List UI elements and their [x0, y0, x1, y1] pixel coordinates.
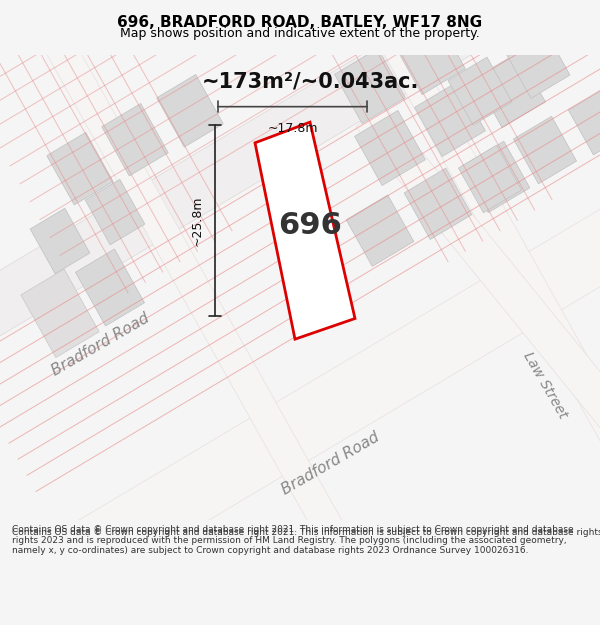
- Text: ~17.8m: ~17.8m: [267, 122, 318, 135]
- Polygon shape: [568, 88, 600, 155]
- Text: ~173m²/~0.043ac.: ~173m²/~0.043ac.: [202, 71, 419, 91]
- Text: 696, BRADFORD ROAD, BATLEY, WF17 8NG: 696, BRADFORD ROAD, BATLEY, WF17 8NG: [118, 16, 482, 31]
- Polygon shape: [335, 49, 406, 124]
- Polygon shape: [76, 249, 145, 326]
- Polygon shape: [356, 104, 600, 523]
- Polygon shape: [448, 57, 512, 125]
- Polygon shape: [355, 111, 425, 186]
- Polygon shape: [255, 122, 355, 339]
- Polygon shape: [404, 168, 472, 239]
- Polygon shape: [395, 19, 466, 94]
- Text: Bradford Road: Bradford Road: [49, 310, 151, 378]
- Text: ~25.8m: ~25.8m: [191, 195, 203, 246]
- Polygon shape: [157, 74, 223, 147]
- Polygon shape: [0, 166, 600, 625]
- Polygon shape: [312, 0, 600, 552]
- Text: Map shows position and indicative extent of the property.: Map shows position and indicative extent…: [120, 27, 480, 39]
- Polygon shape: [30, 208, 90, 274]
- Polygon shape: [346, 195, 414, 266]
- Polygon shape: [0, 0, 600, 379]
- Text: Contains OS data © Crown copyright and database right 2021. This information is : Contains OS data © Crown copyright and d…: [12, 528, 600, 538]
- Polygon shape: [475, 52, 545, 127]
- Polygon shape: [514, 116, 577, 184]
- Polygon shape: [85, 179, 145, 245]
- Polygon shape: [0, 0, 368, 582]
- Polygon shape: [458, 145, 521, 212]
- Text: 696: 696: [278, 211, 342, 240]
- Polygon shape: [47, 132, 113, 205]
- Text: Contains OS data © Crown copyright and database right 2021. This information is : Contains OS data © Crown copyright and d…: [12, 525, 574, 555]
- Text: Bradford Road: Bradford Road: [278, 429, 382, 498]
- Polygon shape: [102, 104, 168, 176]
- Polygon shape: [462, 141, 530, 212]
- Polygon shape: [415, 81, 485, 157]
- Polygon shape: [21, 269, 99, 358]
- Text: Law Street: Law Street: [520, 350, 569, 421]
- Polygon shape: [506, 30, 570, 98]
